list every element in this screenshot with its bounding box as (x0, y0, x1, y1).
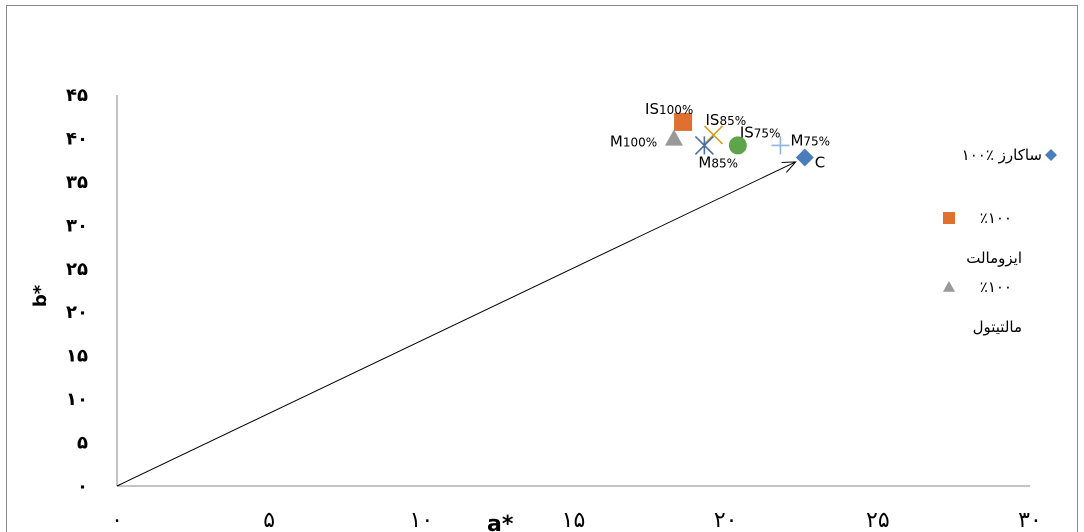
point-m85-marker (694, 135, 714, 155)
x-tick-label: ۲۵ (866, 508, 890, 532)
arrow-line (116, 161, 796, 487)
legend-label-sucrose: ۱۰۰٪ ساکارز (962, 146, 1042, 164)
data-points: C IS100% IS85%IS75% M100% M85% M75% (610, 100, 830, 172)
y-tick-label: ۲۰ (66, 302, 88, 323)
y-axis-title: b* (30, 284, 51, 307)
x-tick-label: ۵ (263, 508, 275, 532)
x-tick-label: ۱۰ (410, 508, 434, 532)
legend-marker-isomalt (943, 212, 955, 224)
legend-label-maltitol: ٪۱۰۰ (980, 278, 1012, 296)
arrow-head (781, 161, 797, 173)
y-tick-label: ۴۵ (66, 85, 88, 106)
x-tick-label: ۲۰ (714, 508, 738, 532)
point-is75-marker (728, 136, 747, 155)
legend: ۱۰۰٪ ساکارز ٪۱۰۰ ایزومالت ٪۱۰۰ مالتیتول (943, 146, 1057, 336)
x-tick-labels: ۰ ۵ ۱۰ ۱۵ ۲۰ ۲۵ ۳۰ (111, 508, 1042, 532)
point-m75-marker (771, 136, 790, 155)
point-label: IS85% (705, 111, 746, 129)
x-tick-label: ۳۰ (1018, 508, 1042, 532)
legend-label-isomalt: ٪۱۰۰ (980, 209, 1012, 227)
y-tick-label: ۱۵ (66, 346, 88, 367)
y-tick-label: ۳۰ (66, 215, 88, 236)
vector-arrow (116, 161, 797, 487)
point-m100-marker (664, 129, 683, 146)
legend-marker-sucrose (1045, 149, 1057, 161)
point-is85-marker (703, 125, 724, 145)
y-tick-labels: ۰ ۵ ۱۰ ۱۵ ۲۰ ۲۵ ۳۰ ۳۵ ۴۰ ۴۵ (66, 85, 88, 497)
point-c-marker (795, 148, 814, 167)
point-label: IS75% (740, 123, 781, 141)
point-label: IS100% (645, 100, 693, 118)
y-tick-label: ۴۰ (66, 128, 88, 149)
legend-label-isomalt-name: ایزومالت (966, 249, 1022, 267)
point-label: M85% (698, 153, 738, 171)
legend-marker-maltitol (943, 281, 955, 292)
y-tick-label: ۲۵ (66, 259, 88, 280)
y-tick-label: ۰ (77, 476, 88, 497)
x-tick-label: ۰ (111, 508, 123, 532)
x-axis-title: a* (487, 512, 514, 532)
y-tick-label: ۳۵ (66, 172, 88, 193)
point-label: C (815, 154, 825, 172)
x-tick-label: ۱۵ (562, 508, 586, 532)
chart-border (6, 5, 1078, 532)
point-label: M75% (790, 131, 830, 149)
point-is100-marker (674, 112, 693, 131)
legend-label-maltitol-name: مالتیتول (973, 318, 1022, 336)
point-label: M100% (610, 132, 657, 150)
y-tick-label: ۵ (77, 433, 88, 454)
y-tick-label: ۱۰ (66, 389, 88, 410)
